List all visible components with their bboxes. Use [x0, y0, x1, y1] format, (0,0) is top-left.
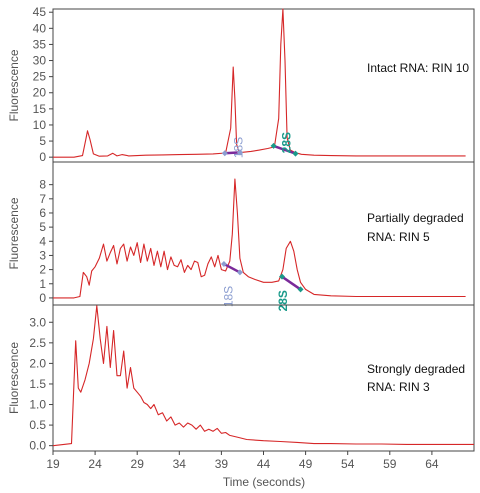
- panel-annotation: RNA: RIN 5: [367, 230, 430, 244]
- y-tick-label: 5: [39, 220, 46, 234]
- panel-strongly-degraded-rna: 0.0 0.5 1.0 1.5 2.0 2.5 3.0 Fluorescence Strongl…: [7, 304, 475, 471]
- y-tick-label: 1.0: [29, 398, 46, 412]
- peak-start-marker: [221, 150, 228, 157]
- panel-annotation: Intact RNA: RIN 10: [367, 61, 469, 75]
- y-tick-label: 2.5: [29, 336, 46, 350]
- y-tick-label: 0: [39, 150, 46, 164]
- x-tick-label: 44: [257, 457, 271, 471]
- y-tick-label: 4: [39, 234, 46, 248]
- y-tick-label: 35: [33, 37, 47, 51]
- peak-start-marker: [279, 273, 286, 280]
- peak-end-marker: [236, 149, 243, 156]
- x-tick-label: 24: [88, 457, 102, 471]
- y-axis-title: Fluorescence: [7, 197, 21, 269]
- peak-end-marker: [297, 286, 304, 293]
- plot-frame: [52, 8, 475, 163]
- y-tick-label: 15: [33, 102, 47, 116]
- peak-baseline-28s: [281, 275, 302, 291]
- y-tick-label: 7: [39, 192, 46, 206]
- y-tick-label: 25: [33, 70, 47, 84]
- y-tick-label: 5: [39, 134, 46, 148]
- y-tick-label: 45: [33, 5, 47, 19]
- y-tick-label: 30: [33, 54, 47, 68]
- y-tick-label: 8: [39, 178, 46, 192]
- y-tick-label: 0.0: [29, 439, 46, 453]
- y-tick-label: 1: [39, 277, 46, 291]
- y-tick-label: 3.0: [29, 315, 46, 329]
- y-tick-label: 1.5: [29, 377, 46, 391]
- x-tick-label: 64: [425, 457, 439, 471]
- x-tick-label: 19: [46, 457, 60, 471]
- panel-annotation: Partially degraded: [367, 211, 464, 225]
- peak-label-18s: 18S: [221, 286, 235, 307]
- x-tick-label: 49: [299, 457, 313, 471]
- electropherogram-trace: [52, 305, 474, 447]
- plot-frame: [52, 304, 475, 452]
- electropherogram-trace: [53, 178, 466, 299]
- electropherogram-trace: [53, 8, 466, 158]
- x-tick-label: 39: [215, 457, 229, 471]
- y-tick-label: 20: [33, 86, 47, 100]
- y-tick-label: 0: [39, 291, 46, 305]
- y-tick-label: 0.5: [29, 418, 46, 432]
- peak-label-28s: 28S: [276, 290, 290, 311]
- y-axis-title: Fluorescence: [7, 49, 21, 121]
- y-tick-label: 2.0: [29, 356, 46, 370]
- y-tick-label: 6: [39, 206, 46, 220]
- peak-baseline-28s: [273, 144, 296, 155]
- peak-end-marker: [292, 150, 299, 157]
- peak-label-28s: 28S: [279, 132, 293, 153]
- panel-intact-rna: 0 5 10 15 20 25 30 35 40 45 Fluorescence 18S 28S Inta…: [7, 5, 475, 164]
- peak-start-marker: [270, 142, 277, 149]
- y-axis-title: Fluorescence: [7, 342, 21, 414]
- peak-label-18s: 18S: [231, 137, 245, 158]
- peak-start-marker: [220, 260, 227, 267]
- panel-annotation: RNA: RIN 3: [367, 380, 430, 394]
- x-tick-label: 34: [173, 457, 187, 471]
- peak-baseline-18s: [223, 262, 241, 274]
- panel-annotation: Strongly degraded: [367, 362, 465, 376]
- x-tick-label: 59: [383, 457, 397, 471]
- y-tick-label: 10: [33, 118, 47, 132]
- peak-end-marker: [236, 269, 243, 276]
- x-tick-label: 54: [341, 457, 355, 471]
- x-axis-title: Time (seconds): [223, 475, 305, 489]
- y-tick-label: 40: [33, 21, 47, 35]
- y-tick-label: 3: [39, 248, 46, 262]
- y-tick-label: 2: [39, 263, 46, 277]
- x-tick-label: 29: [131, 457, 145, 471]
